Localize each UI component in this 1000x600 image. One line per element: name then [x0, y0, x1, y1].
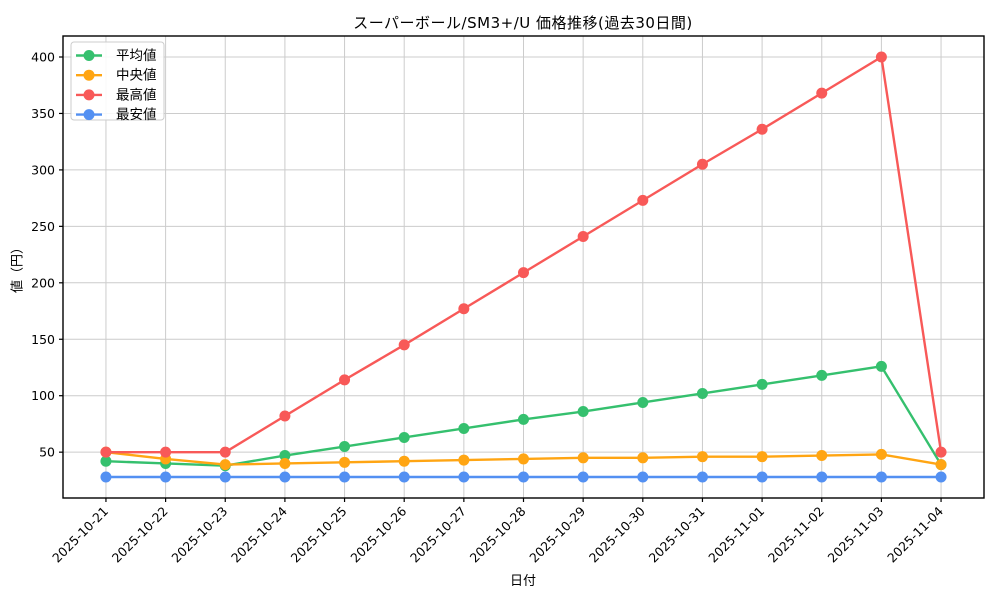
- data-point-min: [696, 471, 708, 483]
- data-point-average: [875, 360, 887, 372]
- y-tick-label: 300: [31, 162, 55, 177]
- legend-label-min: 最安値: [116, 107, 157, 123]
- data-point-max: [816, 87, 828, 99]
- data-point-min: [398, 471, 410, 483]
- x-tick-label: 2025-11-02: [765, 504, 827, 566]
- x-tick-label: 2025-11-04: [884, 503, 946, 565]
- data-point-median: [518, 453, 529, 465]
- data-point-median: [637, 452, 649, 464]
- data-point-min: [339, 471, 351, 483]
- legend-label-average: 平均値: [116, 48, 157, 64]
- x-tick-label: 2025-10-31: [646, 504, 708, 566]
- x-tick-label: 2025-10-23: [168, 504, 230, 566]
- x-axis-label: 日付: [509, 574, 537, 589]
- x-tick-label: 2025-10-29: [526, 503, 588, 565]
- data-point-min: [458, 471, 470, 483]
- data-point-max: [398, 339, 410, 351]
- data-point-average: [577, 406, 589, 418]
- data-point-max: [577, 231, 589, 243]
- data-point-max: [518, 267, 529, 279]
- legend-marker-dot-min: [83, 109, 95, 121]
- data-point-median: [398, 455, 410, 467]
- data-point-average: [816, 369, 828, 381]
- data-point-min: [518, 471, 529, 483]
- chart-title: スーパーボール/SM3+/U 価格推移(過去30日間): [353, 14, 693, 32]
- data-point-min: [160, 471, 172, 483]
- y-tick-label: 350: [31, 106, 55, 121]
- data-point-average: [756, 378, 768, 390]
- x-tick-label: 2025-10-30: [586, 503, 648, 565]
- x-tick-label: 2025-11-01: [705, 504, 767, 566]
- x-tick-label: 2025-10-24: [228, 503, 290, 565]
- data-point-max: [696, 158, 708, 170]
- x-tick-label: 2025-10-27: [407, 504, 469, 566]
- data-point-average: [696, 387, 708, 399]
- data-point-median: [696, 451, 708, 463]
- data-point-median: [756, 451, 768, 463]
- y-tick-label: 400: [31, 50, 55, 65]
- data-point-max: [458, 303, 470, 315]
- x-tick-label: 2025-10-26: [347, 503, 409, 565]
- data-point-median: [279, 457, 291, 469]
- data-point-min: [219, 471, 231, 483]
- legend-label-max: 最高値: [116, 86, 157, 103]
- y-axis-label: 値（円）: [10, 240, 26, 294]
- data-point-average: [398, 431, 410, 443]
- data-point-min: [279, 471, 291, 483]
- data-point-average: [339, 441, 351, 453]
- data-point-average: [279, 450, 291, 462]
- data-point-median: [875, 448, 887, 460]
- data-point-max: [100, 446, 112, 458]
- data-point-min: [875, 471, 887, 483]
- data-point-max: [219, 446, 231, 458]
- data-point-max: [756, 123, 768, 135]
- legend-marker-dot-max: [83, 89, 95, 101]
- data-point-median: [219, 459, 231, 471]
- y-tick-label: 50: [39, 445, 55, 460]
- data-point-median: [816, 450, 828, 462]
- legend-label-median: 中央値: [116, 68, 157, 84]
- data-point-min: [935, 471, 947, 483]
- data-point-median: [339, 456, 351, 468]
- data-point-median: [935, 459, 947, 471]
- y-tick-label: 100: [31, 388, 55, 403]
- data-point-min: [577, 471, 589, 483]
- data-point-max: [637, 194, 649, 206]
- data-point-average: [518, 413, 529, 425]
- data-point-max: [339, 374, 351, 386]
- x-tick-label: 2025-10-28: [467, 503, 529, 565]
- y-tick-label: 150: [31, 332, 55, 347]
- data-point-max: [160, 446, 172, 458]
- data-point-median: [577, 452, 589, 464]
- data-point-min: [637, 471, 649, 483]
- legend-marker-dot-median: [83, 69, 95, 81]
- data-point-min: [816, 471, 828, 483]
- data-point-average: [100, 455, 112, 467]
- x-tick-label: 2025-10-22: [109, 504, 171, 566]
- x-tick-label: 2025-10-21: [49, 504, 111, 566]
- y-tick-label: 250: [31, 219, 55, 234]
- data-point-max: [875, 51, 887, 63]
- data-point-max: [279, 410, 291, 422]
- legend-box: [70, 41, 165, 121]
- data-point-average: [637, 396, 649, 408]
- x-tick-label: 2025-10-25: [288, 504, 350, 566]
- data-point-median: [458, 454, 470, 466]
- y-tick-label: 200: [31, 275, 55, 290]
- data-point-min: [100, 471, 112, 483]
- data-point-max: [935, 446, 947, 458]
- data-point-min: [756, 471, 768, 483]
- data-point-average: [458, 422, 470, 434]
- legend-marker-dot-average: [83, 50, 95, 61]
- x-tick-label: 2025-11-03: [825, 504, 887, 566]
